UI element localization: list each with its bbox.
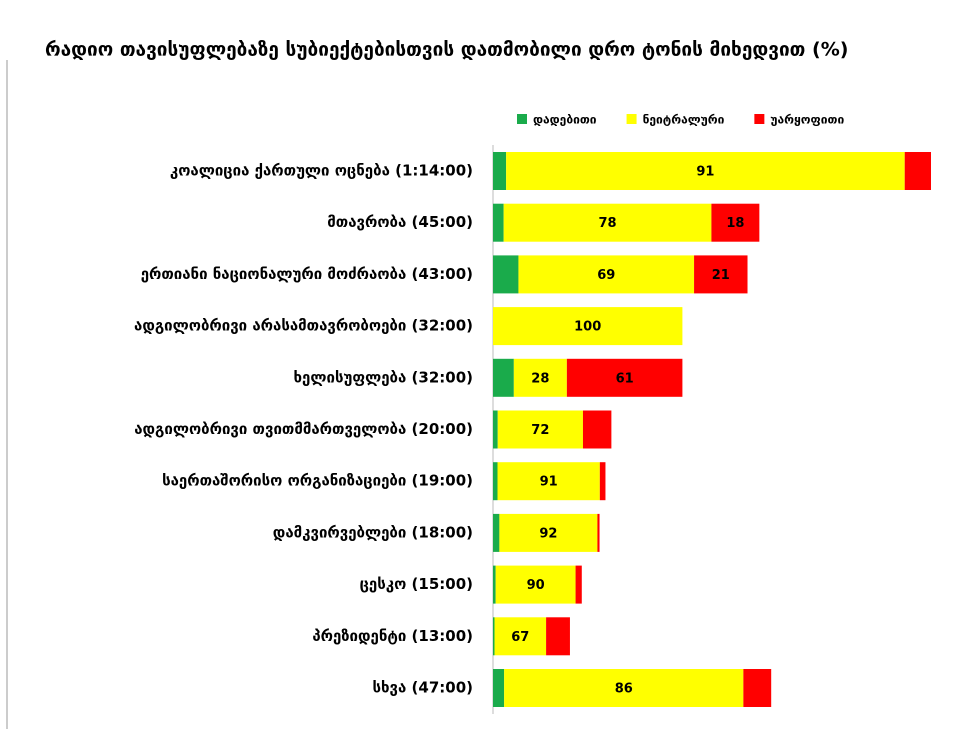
legend-label: დადებითი xyxy=(533,113,597,127)
legend-swatch xyxy=(754,114,765,124)
value-label: 100 xyxy=(574,320,601,335)
value-label: 18 xyxy=(726,216,744,231)
bar-segment xyxy=(497,410,583,449)
bar-segment xyxy=(493,617,495,656)
bar-segment xyxy=(506,152,905,190)
value-label: 67 xyxy=(511,630,529,645)
legend-label: ნეიტრალური xyxy=(643,113,725,127)
value-label: 78 xyxy=(598,216,616,231)
value-label: 61 xyxy=(616,371,634,386)
category-label: საერთაშორისო ორგანიზაციები (19:00) xyxy=(162,472,473,490)
bar-segment xyxy=(493,255,519,294)
bar-segment xyxy=(694,255,748,294)
bar-segment xyxy=(493,410,498,449)
category-label: ადგილობრივი თვითმმართველობა (20:00) xyxy=(134,420,473,438)
bar-segment xyxy=(575,565,582,604)
chart-title: რადიო თავისუფლებაზე სუბიექტებისთვის დათმ… xyxy=(45,39,848,61)
bar-segment xyxy=(503,203,712,242)
value-label: 21 xyxy=(712,268,730,283)
bar-segment xyxy=(504,669,744,707)
value-label: 28 xyxy=(531,371,549,386)
bar-segment xyxy=(497,462,600,501)
legend-swatch xyxy=(517,114,527,124)
category-label: სხვა (47:00) xyxy=(373,679,474,697)
value-label: 90 xyxy=(527,578,545,593)
legend-swatch xyxy=(626,114,637,124)
bar-segment xyxy=(493,307,683,346)
category-label: ადგილობრივი არასამთავრობოები (32:00) xyxy=(134,317,473,335)
category-label: კოალიცია ქართული ოცნება (1:14:00) xyxy=(170,162,473,180)
bar-segment xyxy=(904,152,931,190)
bar-segment xyxy=(546,617,570,656)
value-label: 91 xyxy=(696,165,714,180)
value-label: 91 xyxy=(540,475,558,490)
bar-segment xyxy=(597,513,600,552)
bar-segment xyxy=(743,669,772,707)
bar-segment xyxy=(493,358,514,397)
value-label: 86 xyxy=(615,682,633,697)
bar-segment xyxy=(599,462,606,501)
bar-segment xyxy=(499,513,598,552)
bar-segment xyxy=(493,152,507,190)
category-label: ერთიანი ნაციონალური მოძრაობა (43:00) xyxy=(141,265,473,283)
category-label: ცესკო (15:00) xyxy=(360,575,473,593)
category-label: პრეზიდენტი (13:00) xyxy=(312,627,473,645)
value-label: 72 xyxy=(531,423,549,438)
bar-segment xyxy=(494,617,547,656)
bar-segment xyxy=(493,565,496,604)
bar-segment xyxy=(495,565,576,604)
value-label: 69 xyxy=(597,268,615,283)
bar-segment xyxy=(513,358,567,397)
bar-segment xyxy=(711,203,760,242)
legend-label: უარყოფითი xyxy=(770,113,844,127)
category-label: დამკვირვებლები (18:00) xyxy=(273,523,473,541)
bar-segment xyxy=(493,513,500,552)
category-label: ხელისუფლება (32:00) xyxy=(294,368,473,386)
bar-segment xyxy=(582,410,612,449)
bar-segment xyxy=(493,462,498,501)
value-label: 92 xyxy=(539,526,557,541)
category-label: მთავრობა (45:00) xyxy=(327,213,473,231)
bar-segment xyxy=(518,255,695,294)
bar-segment xyxy=(493,669,505,707)
bar-segment xyxy=(493,203,504,242)
bar-segment xyxy=(566,358,683,397)
